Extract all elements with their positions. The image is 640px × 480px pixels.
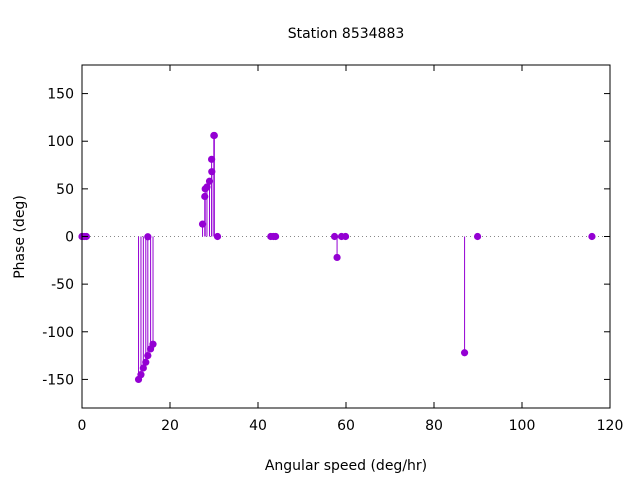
y-axis-ticks: -150 -100 -50 0 50 100 150 [42,87,610,388]
data-point [139,364,147,372]
y-tick-label: 100 [47,134,74,150]
y-tick-label: 50 [56,182,74,198]
x-tick-label: 0 [78,418,87,434]
chart-title: Station 8534883 [288,26,405,42]
x-tick-label: 120 [597,418,624,434]
x-axis-ticks: 0 20 40 60 80 100 120 [78,65,624,434]
x-tick-label: 100 [509,418,536,434]
data-point [205,177,214,185]
data-point [213,232,222,241]
data-point [142,358,150,366]
points-layer [78,131,596,384]
data-point [460,349,469,357]
data-point [144,233,152,241]
x-tick-label: 40 [249,418,267,434]
data-point [473,232,482,241]
y-axis-label: Phase (deg) [12,195,28,279]
data-point [203,183,211,191]
y-tick-label: 0 [65,230,74,246]
x-tick-label: 60 [337,418,355,434]
data-point [144,351,152,360]
data-point [330,232,339,241]
data-point [137,371,145,379]
x-tick-label: 80 [425,418,443,434]
data-point [333,253,341,262]
x-tick-label: 20 [161,418,179,434]
y-tick-label: -150 [42,372,74,388]
data-point [201,192,209,201]
data-point [588,232,596,241]
y-tick-label: 150 [47,87,74,103]
data-point [149,340,157,348]
data-point [210,131,218,140]
data-point [341,232,350,241]
data-point [272,232,280,241]
x-axis-label: Angular speed (deg/hr) [265,458,427,474]
data-point [208,155,216,163]
data-point [198,220,207,228]
stems-layer [138,135,466,380]
data-point [208,168,216,176]
y-tick-label: -100 [42,325,74,341]
y-tick-label: -50 [51,277,74,293]
